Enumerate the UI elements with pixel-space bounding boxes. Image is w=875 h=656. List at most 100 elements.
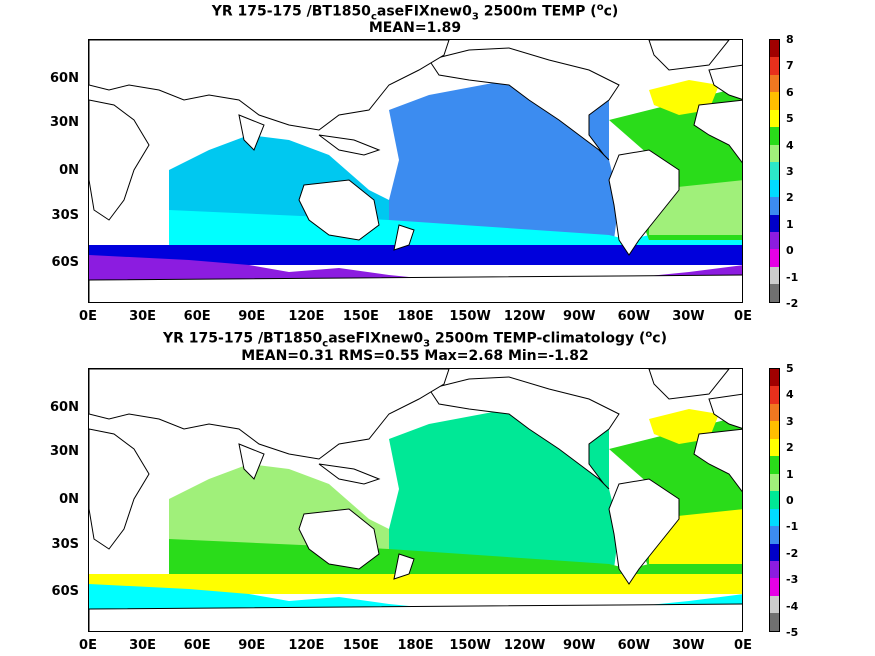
title-sub: c (370, 11, 377, 23)
xtick-label: 150W (449, 638, 491, 653)
ytick-label: 30N (50, 115, 79, 131)
colorbar-swatch (770, 231, 779, 250)
title-part: YR 175-175 /BT1850 (211, 3, 371, 20)
colorbar-swatch (770, 266, 779, 285)
land-northamerica (428, 376, 620, 490)
xtick-label: 0E (79, 638, 97, 653)
land-southamerica (608, 149, 680, 256)
colorbar-swatch (770, 508, 779, 527)
xtick-label: 150E (342, 638, 379, 653)
title-part: 2500m TEMP ( (478, 3, 597, 20)
colorbar (769, 368, 780, 632)
colorbar-label: 2 (786, 191, 794, 205)
land-seasia (318, 463, 381, 485)
title-part: c) (603, 3, 619, 20)
colorbar-swatch (770, 179, 779, 198)
xtick-label: 120E (288, 638, 325, 653)
colorbar-label: 6 (786, 85, 794, 99)
land-africa (89, 428, 150, 550)
colorbar-label: -5 (786, 626, 799, 639)
ytick-label: 30N (50, 444, 79, 460)
land-australia (298, 179, 380, 241)
title-part: YR 175-175 /BT1850 (163, 330, 323, 347)
title-part: aseFIXnew0 (328, 330, 424, 347)
map1-svg (89, 40, 742, 302)
land-northamerica (428, 47, 620, 161)
land-seasia (318, 134, 381, 156)
colorbar-swatch (770, 214, 779, 232)
colorbar-swatch (770, 284, 779, 302)
colorbar-swatch (770, 369, 779, 387)
land-africa-w (693, 428, 742, 493)
colorbar-label: 2 (786, 441, 794, 455)
title-sub: 3 (423, 338, 431, 350)
ytick-label: 0N (59, 163, 79, 178)
colorbar-swatch (770, 92, 779, 110)
xtick-label: 150W (449, 309, 491, 324)
colorbar-swatch (770, 491, 779, 509)
colorbar (769, 39, 780, 303)
colorbar-swatch (770, 249, 779, 267)
colorbar-label: 5 (786, 112, 794, 126)
colorbar-swatch (770, 127, 779, 145)
xtick-label: 30W (672, 309, 705, 324)
colorbar-label: -4 (786, 599, 799, 613)
colorbar-label: 3 (786, 165, 794, 178)
xtick-label: 150E (342, 309, 379, 324)
ytick-label: 60N (50, 399, 79, 415)
map2-svg (89, 369, 742, 631)
colorbar-label: 1 (786, 217, 794, 231)
xtick-label: 60W (617, 309, 651, 324)
land-africa-w (693, 99, 742, 164)
xtick-label: 120W (503, 309, 546, 324)
xtick-label: 120E (288, 309, 325, 324)
colorbar-label: -3 (786, 573, 799, 587)
panel2-stats: MEAN=0.31 RMS=0.55 Max=2.68 Min=-1.82 (241, 348, 589, 364)
xtick-label: 60E (183, 638, 211, 653)
xtick-label: 90E (238, 638, 266, 653)
panel2-title: YR 175-175 /BT1850caseFIXnew03 2500m TEM… (0, 326, 830, 352)
ytick-label: 60S (51, 255, 79, 271)
ocean-region-south2 (89, 245, 742, 265)
colorbar-swatch (770, 403, 779, 422)
colorbar-swatch (770, 543, 779, 561)
land-greenland (648, 369, 730, 400)
colorbar-label: 8 (786, 33, 794, 46)
title-sub: 3 (471, 11, 479, 23)
colorbar-swatch (770, 421, 779, 439)
colorbar-swatch (770, 578, 779, 596)
colorbar-label: 3 (786, 414, 794, 428)
land-australia (298, 508, 380, 570)
land-india (238, 443, 265, 480)
ytick-label: 0N (59, 492, 79, 507)
colorbar-swatch (770, 144, 779, 163)
xtick-label: 0E (734, 638, 752, 653)
xtick-label: 30E (129, 309, 157, 324)
land-europe (708, 393, 742, 429)
colorbar-swatch (770, 473, 779, 492)
colorbar-label: 5 (786, 362, 794, 375)
ocean-region-pacific (389, 409, 619, 584)
ytick-label: 60N (50, 70, 79, 86)
colorbar-label: -1 (786, 520, 799, 534)
title-sup: o (596, 2, 604, 13)
xtick-label: 90W (563, 638, 596, 653)
land-eurasia (89, 40, 450, 131)
land-africa (89, 99, 150, 221)
land-newzealand (393, 224, 415, 251)
colorbar-swatch (770, 613, 779, 631)
colorbar-label: 7 (786, 59, 794, 73)
land-india (238, 114, 265, 151)
colorbar-label: -2 (786, 297, 799, 310)
colorbar-swatch (770, 197, 779, 215)
ocean-region-pacific (389, 80, 619, 255)
panel1-stats: MEAN=1.89 (368, 20, 462, 36)
colorbar-label: 4 (786, 138, 794, 152)
colorbar-label: -2 (786, 546, 799, 560)
title-sup: o (645, 329, 653, 340)
ytick-label: 30S (51, 207, 79, 223)
panel1-map (88, 39, 743, 303)
title-part: c) (652, 330, 667, 347)
ytick-label: 30S (51, 536, 79, 552)
xtick-label: 180E (397, 638, 434, 653)
